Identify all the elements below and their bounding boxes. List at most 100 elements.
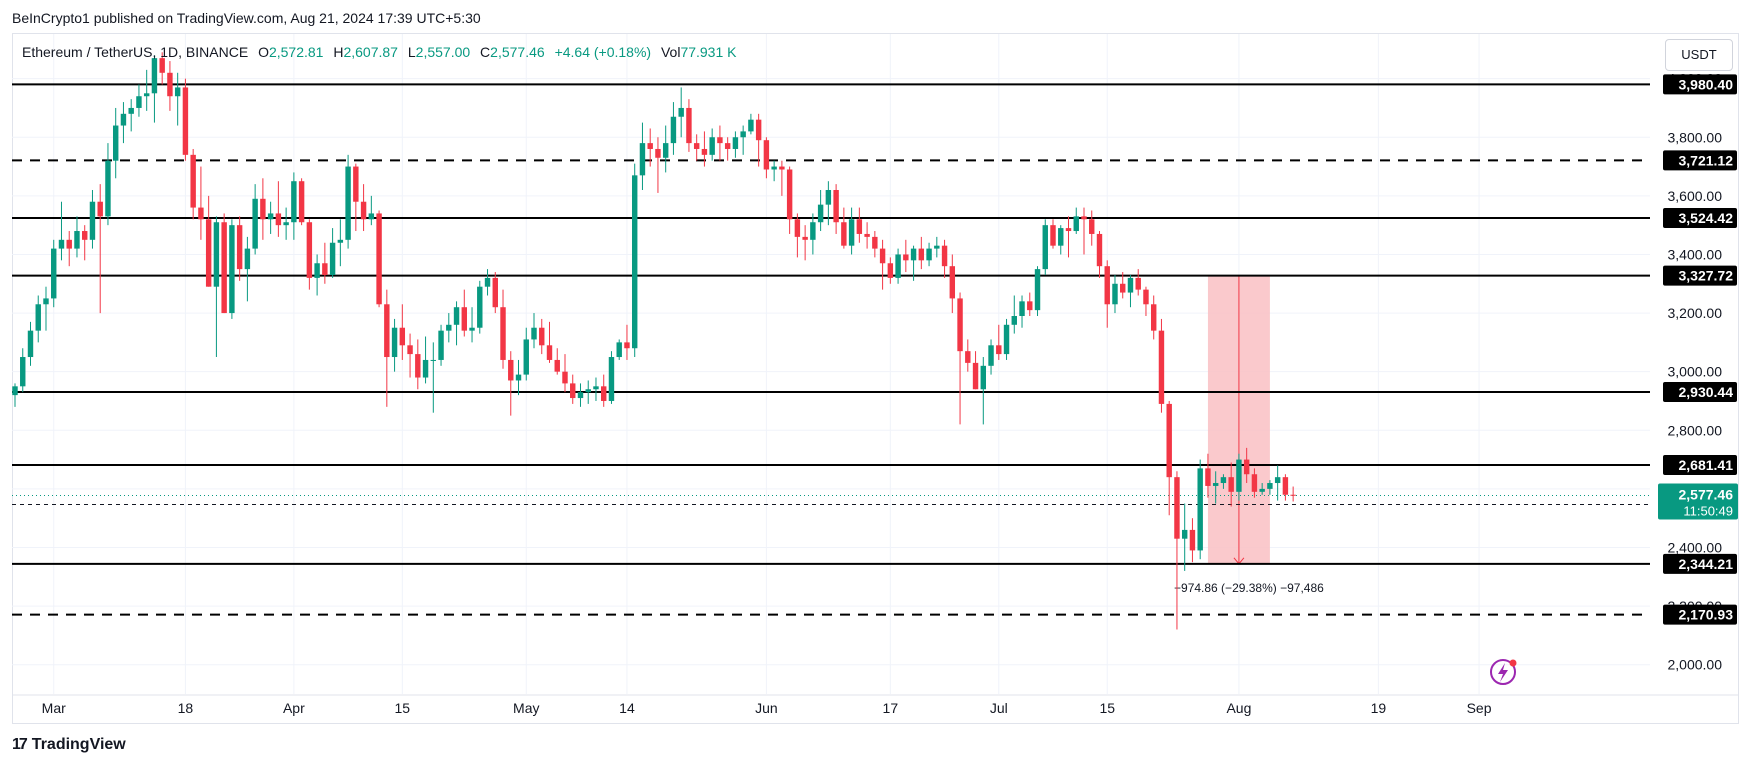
candle-body xyxy=(1282,477,1289,495)
level-tag-bg xyxy=(1663,208,1737,229)
symbol-title[interactable]: Ethereum / TetherUS, 1D, BINANCE xyxy=(22,44,249,60)
candle-body xyxy=(74,231,80,249)
tradingview-logo[interactable]: 17 TradingView xyxy=(12,736,126,754)
close-label: C xyxy=(480,44,491,60)
candles xyxy=(12,52,1296,630)
candle-body xyxy=(872,236,878,249)
candle-body xyxy=(51,248,57,299)
candle-body xyxy=(112,125,119,161)
candle-body xyxy=(701,148,708,155)
candle-body xyxy=(430,359,437,361)
level-tag-label: 2,170.93 xyxy=(1679,607,1734,623)
candle-body xyxy=(174,87,181,97)
candle-body xyxy=(1274,477,1281,484)
x-tick-label: 19 xyxy=(1371,700,1387,716)
candle-body xyxy=(755,119,762,141)
grid xyxy=(12,34,1650,694)
candle-body xyxy=(825,190,832,205)
candle-body xyxy=(461,307,467,331)
x-tick-label: 15 xyxy=(1099,700,1115,716)
level-tag-bg xyxy=(1663,455,1737,476)
candle-body xyxy=(748,119,754,132)
candle-body xyxy=(577,392,584,399)
candle-body xyxy=(585,389,591,393)
candle-body xyxy=(1127,277,1134,293)
candle-body xyxy=(221,222,227,314)
candle-body xyxy=(957,298,963,352)
candle-body xyxy=(786,169,793,220)
level-tag-label: 2,344.21 xyxy=(1679,556,1734,572)
candle-body xyxy=(508,359,514,381)
ohlc-legend: Ethereum / TetherUS, 1D, BINANCE O2,572.… xyxy=(22,44,737,60)
y-tick-label: 2,400.00 xyxy=(1668,539,1723,555)
candle-body xyxy=(159,58,165,73)
x-tick-label: 17 xyxy=(883,700,899,716)
candle-body xyxy=(1290,494,1296,496)
candle-body xyxy=(1174,477,1180,539)
y-tick-label: 2,000.00 xyxy=(1668,657,1723,673)
current-price-tag-bg xyxy=(1658,483,1738,520)
candle-body xyxy=(732,137,739,149)
candle-body xyxy=(1058,228,1064,246)
candle-body xyxy=(306,222,313,278)
candle-body xyxy=(492,277,498,308)
chart-frame xyxy=(12,33,1739,724)
candle-body xyxy=(368,213,375,220)
candle-body xyxy=(841,222,847,246)
open-value: 2,572.81 xyxy=(268,44,324,60)
candle-body xyxy=(376,213,382,305)
level-tag-bg xyxy=(1663,74,1737,95)
candle-body xyxy=(887,263,894,278)
candle-body xyxy=(546,345,553,360)
candle-body xyxy=(267,213,274,220)
candle-body xyxy=(213,222,220,287)
low-value: 2,557.00 xyxy=(415,44,471,60)
candle-body xyxy=(151,58,158,94)
candle-body xyxy=(763,140,770,170)
candle-body xyxy=(399,327,406,346)
measure-range: −974.86 (−29.38%) −97,486 xyxy=(1174,275,1324,595)
currency-button[interactable]: USDT xyxy=(1665,39,1733,71)
candle-body xyxy=(1042,225,1048,270)
measure-range-label: −974.86 (−29.38%) −97,486 xyxy=(1174,581,1324,595)
published-header: BeInCrypto1 published on TradingView.com… xyxy=(12,10,481,26)
candle-body xyxy=(631,175,638,349)
candle-body xyxy=(794,219,801,237)
candle-body xyxy=(1143,289,1149,305)
candle-body xyxy=(1003,324,1010,355)
level-tag-bg xyxy=(1663,553,1737,574)
candle-body xyxy=(329,242,336,275)
candle-body xyxy=(1166,403,1172,478)
candle-body xyxy=(1205,468,1211,486)
candle-body xyxy=(275,213,282,226)
candle-body xyxy=(1019,301,1025,316)
x-tick-label: Mar xyxy=(42,700,66,716)
candle-body xyxy=(848,219,855,246)
candle-body xyxy=(895,254,901,278)
chart-extras xyxy=(1490,659,1517,685)
candle-body xyxy=(120,113,127,126)
candle-body xyxy=(360,201,367,220)
candle-body xyxy=(82,231,88,240)
candle-body xyxy=(105,160,111,217)
candle-body xyxy=(20,357,26,387)
candle-body xyxy=(27,330,34,358)
lightning-bolt xyxy=(1498,663,1508,682)
volume-value: 77.931 K xyxy=(680,44,737,60)
candle-body xyxy=(283,222,289,226)
candle-body xyxy=(244,248,251,270)
candle-body xyxy=(345,166,351,240)
y-tick-label: 3,400.00 xyxy=(1668,246,1723,262)
candle-body xyxy=(810,222,816,240)
level-tag-label: 2,681.41 xyxy=(1679,457,1734,473)
candle-body xyxy=(469,327,475,331)
candle-body xyxy=(314,263,320,278)
candle-body xyxy=(1104,266,1110,305)
candle-body xyxy=(66,239,72,249)
candle-body xyxy=(624,342,630,349)
candle-body xyxy=(136,96,142,108)
close-value: 2,577.46 xyxy=(490,44,545,60)
candle-body xyxy=(12,386,18,396)
candle-body xyxy=(523,339,529,375)
